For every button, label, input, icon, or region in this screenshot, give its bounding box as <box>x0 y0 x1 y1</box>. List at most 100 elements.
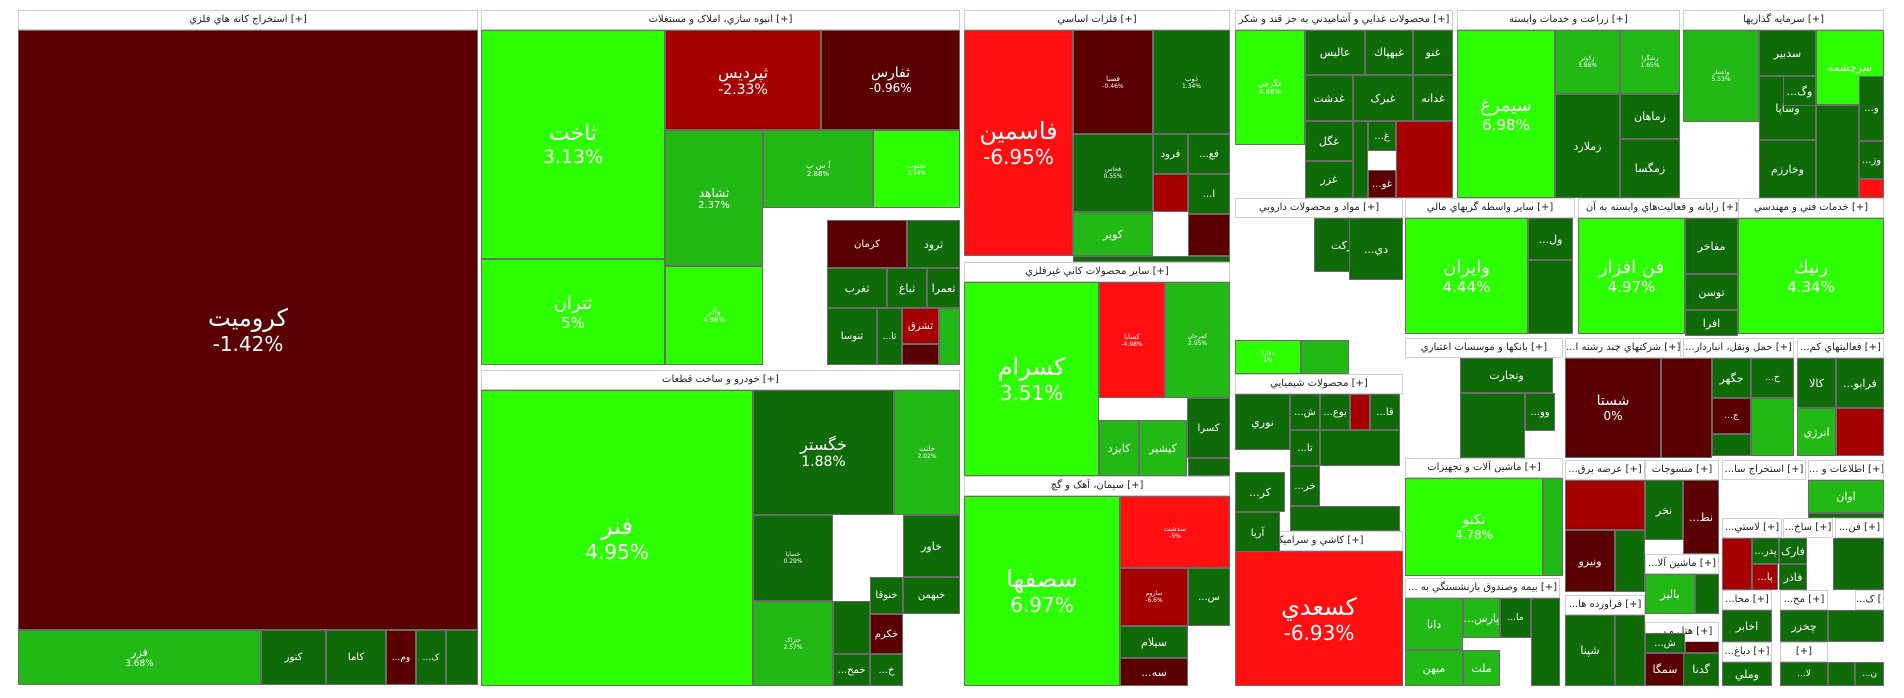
sector-title[interactable]: منسوجات [+] <box>1645 460 1719 480</box>
stock-tile[interactable]: نخر <box>1645 480 1683 540</box>
minor-stock-tile[interactable] <box>1833 538 1884 590</box>
sector-title[interactable]: ...مح [+] <box>1780 590 1828 610</box>
stock-tile[interactable]: غگل <box>1305 121 1353 161</box>
sector-title[interactable]: ...ساخ [+] <box>1783 518 1833 538</box>
stock-tile[interactable]: جگهر <box>1712 358 1751 398</box>
stock-tile[interactable]: باليز <box>1645 574 1695 614</box>
stock-tile[interactable]: زماهان <box>1620 94 1680 139</box>
stock-tile[interactable]: کسابا -4.98% <box>1099 282 1165 398</box>
stock-tile[interactable]: وآذر 4.98% <box>665 266 763 365</box>
stock-tile[interactable]: ذوب 1.34% <box>1153 30 1230 134</box>
sector-title[interactable]: ماشين آلات و تجهيزات [+] <box>1405 458 1563 478</box>
sector-title[interactable]: زراعت و خدمات وابسته [+] <box>1457 10 1680 30</box>
stock-tile[interactable]: ...قا <box>1370 394 1400 430</box>
stock-tile[interactable]: سيلام <box>1120 626 1188 658</box>
minor-stock-tile[interactable] <box>1320 430 1400 466</box>
minor-stock-tile[interactable] <box>1073 256 1230 262</box>
stock-tile[interactable]: فن افزار 4.97% <box>1578 218 1685 334</box>
stock-tile[interactable]: وخارزم <box>1759 140 1816 198</box>
stock-tile[interactable]: غبرک <box>1353 75 1413 121</box>
stock-tile[interactable]: سدشت -5% <box>1120 496 1230 568</box>
stock-tile[interactable]: ثنوسا <box>827 308 877 365</box>
stock-tile[interactable]: توسن <box>1685 274 1738 310</box>
stock-tile[interactable]: ثغرب <box>827 268 887 308</box>
stock-tile[interactable]: ...بوع <box>1320 394 1350 430</box>
stock-tile[interactable]: ...پارس <box>1463 598 1500 638</box>
stock-tile[interactable]: کيشير <box>1139 420 1187 476</box>
stock-tile[interactable]: خبهمن <box>903 577 960 614</box>
sector-title[interactable]: بانکها و موسسات اعتباري [+] <box>1405 338 1563 358</box>
stock-tile[interactable]: کايزد <box>1099 420 1139 476</box>
stock-tile[interactable]: زمگسا <box>1620 139 1680 198</box>
stock-tile[interactable]: فزر 3.68% <box>18 630 261 685</box>
minor-stock-tile[interactable] <box>1153 174 1188 212</box>
stock-tile[interactable]: ...لا <box>1780 662 1828 686</box>
minor-stock-tile[interactable] <box>1396 121 1453 198</box>
sector-title[interactable]: ... اطلاعات و [+] <box>1808 460 1884 480</box>
minor-stock-tile[interactable] <box>1565 480 1645 530</box>
stock-tile[interactable]: خساپا 0.29% <box>753 515 833 601</box>
stock-tile[interactable]: ...وگ <box>1783 76 1816 106</box>
stock-tile[interactable]: کسرام 3.51% <box>964 282 1099 476</box>
stock-tile[interactable]: ثجنوب 3.34% <box>873 130 960 208</box>
sector-title[interactable]: ساير واسطه گريهاي مالي [+] <box>1405 198 1575 218</box>
stock-tile[interactable]: شستا 0% <box>1565 358 1661 458</box>
stock-tile[interactable]: فارک <box>1779 538 1807 564</box>
minor-stock-tile[interactable] <box>1188 458 1230 476</box>
stock-tile[interactable]: ...ول <box>1528 218 1573 260</box>
minor-stock-tile[interactable] <box>1615 615 1645 686</box>
sector-title[interactable]: سرمايه گذاريها [+] <box>1683 10 1884 30</box>
stock-tile[interactable]: ثباغ <box>887 268 927 308</box>
stock-tile[interactable]: خگستر 1.88% <box>753 390 894 515</box>
stock-tile[interactable]: غدانه <box>1413 75 1453 121</box>
minor-stock-tile[interactable] <box>1808 513 1884 518</box>
stock-tile[interactable]: وايران 4.44% <box>1405 218 1528 334</box>
stock-tile[interactable]: ثعمرا <box>927 268 960 308</box>
minor-stock-tile[interactable] <box>833 601 870 654</box>
sector-title[interactable]: ...ماشين آلا [+] <box>1645 554 1719 574</box>
minor-stock-tile[interactable] <box>1695 574 1719 614</box>
sector-title[interactable]: ...عرضه برق [+] <box>1565 460 1645 480</box>
sector-title[interactable]: رايانه و فعاليت‌هاي وابسته به آن [+] <box>1578 198 1746 218</box>
stock-tile[interactable]: زکوثر 3.86% <box>1555 30 1620 94</box>
stock-tile[interactable]: فاذر <box>1779 564 1807 590</box>
sector-title[interactable]: ...ک [+] <box>1855 590 1884 610</box>
sector-title[interactable]: ...شرکتهاي چند رشته ا [+] <box>1565 338 1681 358</box>
sector-title[interactable]: استخراج کانه هاي فلزي [+] <box>18 10 478 30</box>
stock-tile[interactable]: شپنا <box>1565 615 1615 686</box>
minor-stock-tile[interactable] <box>1751 398 1794 456</box>
stock-tile[interactable]: تکنو 4.78% <box>1405 478 1543 576</box>
stock-tile[interactable]: ملت <box>1463 650 1500 686</box>
sector-title[interactable]: [+] <box>1780 642 1828 662</box>
stock-tile[interactable]: فاسمين -6.95% <box>964 30 1073 256</box>
minor-stock-tile[interactable] <box>902 344 939 365</box>
sector-title[interactable]: خدمات فني و مهندسي [+] <box>1738 198 1884 218</box>
stock-tile[interactable]: فصبا -0.46% <box>1073 30 1153 134</box>
stock-tile[interactable]: ...ش <box>1290 394 1320 430</box>
stock-tile[interactable]: کسعدي -6.93% <box>1235 551 1403 686</box>
sector-title[interactable]: ...فن [+] <box>1835 518 1884 538</box>
stock-tile[interactable]: ...ما <box>1500 598 1531 638</box>
sector-title[interactable]: ...فعاليتهاي کم [+] <box>1797 338 1884 358</box>
minor-stock-tile[interactable] <box>1353 121 1368 198</box>
sector-title[interactable]: محصولات شيميايي [+] <box>1235 374 1403 394</box>
minor-stock-tile[interactable] <box>1188 214 1230 256</box>
minor-stock-tile[interactable] <box>1531 598 1560 686</box>
stock-tile[interactable]: آ س پ 2.88% <box>763 130 873 208</box>
stock-tile[interactable]: فنر 4.95% <box>481 390 753 686</box>
sector-title[interactable]: ...فراورده ها [+] <box>1565 595 1645 615</box>
stock-tile[interactable]: ...فع <box>1188 134 1230 174</box>
stock-tile[interactable]: سصفها 6.97% <box>964 496 1120 686</box>
stock-tile[interactable]: واعتبار 5.53% <box>1683 30 1759 122</box>
stock-tile[interactable]: خلنت 2.02% <box>894 390 960 515</box>
stock-tile[interactable]: خاور <box>903 515 960 577</box>
sector-title[interactable]: سيمان، آهک و گچ [+] <box>964 476 1230 496</box>
minor-stock-tile[interactable] <box>1528 260 1573 334</box>
stock-tile[interactable]: ...غ <box>1368 121 1396 151</box>
stock-tile[interactable]: زشگزا 1.65% <box>1620 30 1680 94</box>
stock-tile[interactable]: خکرم <box>870 614 903 654</box>
stock-tile[interactable]: ...ثا <box>877 308 902 365</box>
stock-tile[interactable]: ثپرديس -2.33% <box>665 30 821 130</box>
stock-tile[interactable]: ونيرو <box>1565 530 1615 592</box>
sector-title[interactable]: ...لاستي [+] <box>1722 518 1782 538</box>
